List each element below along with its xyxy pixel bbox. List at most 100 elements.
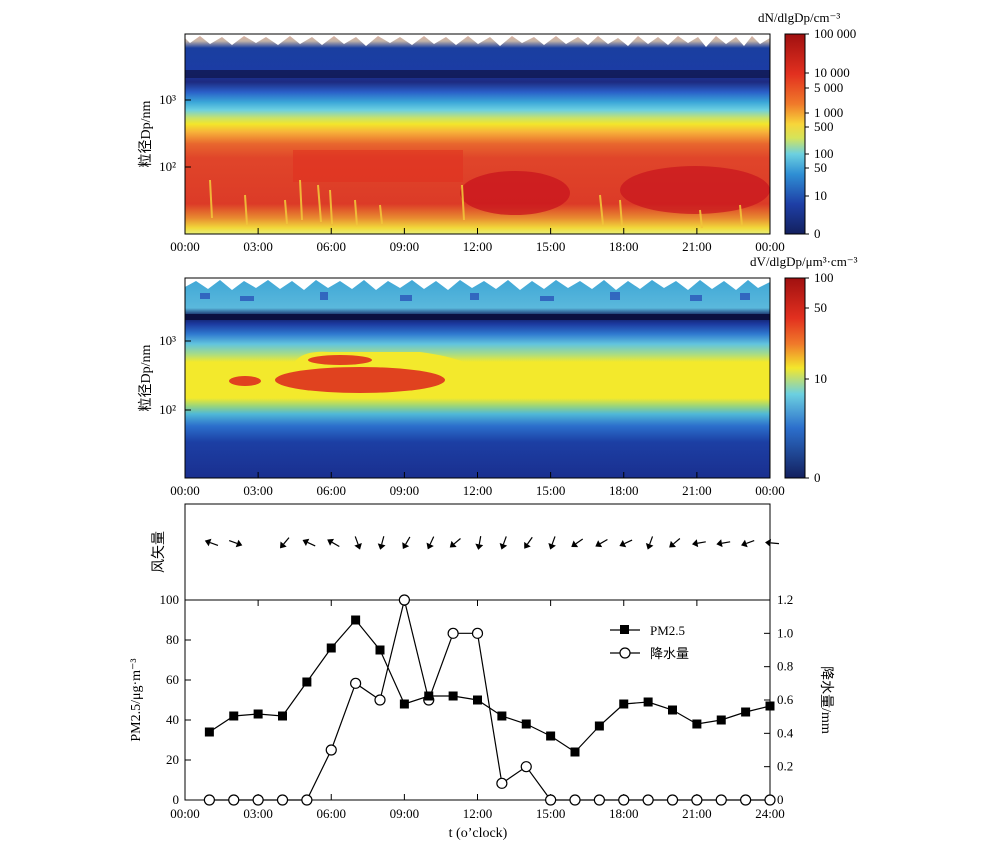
pm25-point bbox=[546, 731, 556, 741]
wind-arrow-shaft bbox=[599, 538, 608, 545]
wind-arrow-head bbox=[595, 540, 603, 548]
number-heatmap-core-3 bbox=[293, 150, 463, 182]
x-tick-label: 18:00 bbox=[609, 483, 639, 498]
wind-arrow-shaft bbox=[721, 541, 731, 544]
wind-arrow-head bbox=[449, 540, 457, 548]
wind-arrow-head bbox=[302, 538, 310, 547]
left-axis-title: PM2.5/μg·m⁻³ bbox=[129, 658, 144, 741]
rain-point bbox=[545, 794, 557, 806]
pm25-point bbox=[399, 699, 409, 709]
pm25-point bbox=[302, 677, 312, 687]
wind-arrow-shaft bbox=[649, 536, 654, 545]
wind-arrow-head bbox=[426, 542, 434, 550]
right-axis-title: 降水量/mm bbox=[818, 666, 834, 734]
pm25-point bbox=[253, 709, 263, 719]
colorbar-tick-label: 100 bbox=[814, 146, 834, 161]
y-right-tick-label: 0 bbox=[777, 792, 784, 807]
wind-arrow-head bbox=[235, 539, 243, 548]
number-heatmap-yticks bbox=[185, 99, 191, 168]
x-tick-label: 09:00 bbox=[390, 239, 420, 254]
rain-point bbox=[569, 794, 581, 806]
pm25-point bbox=[619, 699, 629, 709]
line-panel: 00:00 03:00 06:00 09:00 12:00 15:00 18:00 21:00… bbox=[129, 592, 834, 841]
rain-point bbox=[593, 794, 605, 806]
pm25-point bbox=[204, 727, 214, 737]
wind-arrow-head bbox=[765, 538, 771, 547]
pm25-point bbox=[594, 721, 604, 731]
wind-arrow-shaft bbox=[770, 542, 780, 545]
rain-point bbox=[447, 627, 459, 639]
y-left-tick-label: 20 bbox=[166, 752, 179, 767]
y-right-tick-label: 0.6 bbox=[777, 692, 794, 707]
wind-arrow-shaft bbox=[746, 540, 755, 545]
rain-point bbox=[666, 794, 679, 806]
x-tick-label: 06:00 bbox=[316, 806, 346, 821]
pm25-point bbox=[570, 747, 580, 757]
wind-arrow-shaft bbox=[307, 541, 316, 547]
x-tick-label: 09:00 bbox=[390, 483, 420, 498]
colorbar-tick-label: 50 bbox=[814, 300, 827, 315]
x-tick-label: 21:00 bbox=[682, 806, 712, 821]
y-left-tick-label: 60 bbox=[166, 672, 179, 687]
volume-colorbar-title: dV/dlgDp/μm³·cm⁻³ bbox=[750, 254, 858, 269]
number-heatmap-streaks bbox=[209, 179, 743, 229]
pm25-point bbox=[692, 719, 702, 729]
series-rain bbox=[203, 594, 776, 806]
rain-point bbox=[374, 694, 386, 706]
y-left-tick-label: 40 bbox=[166, 712, 179, 727]
wind-arrow-shaft bbox=[429, 536, 435, 545]
rain-point bbox=[350, 677, 362, 689]
wind-arrow-shaft bbox=[453, 538, 461, 545]
wind-frame bbox=[184, 503, 771, 601]
wind-arrow-shaft bbox=[502, 536, 507, 545]
wind-arrow-head bbox=[548, 542, 556, 550]
rain-point bbox=[691, 794, 703, 806]
colorbar-tick-label: 0 bbox=[814, 226, 821, 241]
x-tick-label: 15:00 bbox=[536, 483, 566, 498]
y-left-tick-label: 0 bbox=[173, 792, 180, 807]
y-right-tick-label: 0.2 bbox=[777, 759, 793, 774]
volume-heatmap-dark-band bbox=[185, 314, 770, 320]
volume-heatmap-panel: 10² 10³ 粒径Dp/nm 00:00 03:00 06:00 09:00 12:0… bbox=[138, 254, 858, 498]
number-heatmap-ytick-label: 10² bbox=[159, 159, 176, 174]
pm25-point bbox=[424, 691, 434, 701]
rain-point bbox=[325, 744, 337, 756]
volume-colorbar bbox=[784, 277, 806, 479]
wind-arrow-shaft bbox=[331, 541, 340, 548]
colorbar-tick-label: 1 000 bbox=[814, 105, 843, 120]
x-tick-label: 21:00 bbox=[682, 483, 712, 498]
pm25-point bbox=[497, 711, 507, 721]
wind-arrow-shaft bbox=[478, 536, 482, 545]
x-tick-label: 03:00 bbox=[243, 483, 273, 498]
legend-rain-label: 降水量 bbox=[650, 646, 689, 661]
wind-arrow-head bbox=[645, 542, 654, 550]
wind-arrow-head bbox=[571, 540, 579, 548]
pm25-point bbox=[643, 697, 653, 707]
rain-point bbox=[496, 777, 508, 789]
wind-arrow-shaft bbox=[354, 536, 359, 545]
pm25-point bbox=[741, 707, 751, 717]
number-colorbar-title: dN/dlgDp/cm⁻³ bbox=[758, 10, 840, 25]
legend-pm-marker bbox=[620, 625, 629, 634]
x-tick-label: 15:00 bbox=[536, 239, 566, 254]
wind-arrow-shaft bbox=[228, 540, 238, 545]
colorbar-tick-label: 10 bbox=[814, 371, 827, 386]
wind-arrow-head bbox=[204, 538, 212, 547]
x-tick-label: 06:00 bbox=[316, 239, 346, 254]
wind-arrow-head bbox=[402, 542, 410, 550]
wind-arrow-shaft bbox=[209, 541, 219, 546]
number-heatmap-dark-band bbox=[185, 70, 770, 78]
wind-arrow-shaft bbox=[575, 538, 584, 545]
pm25-point bbox=[448, 691, 458, 701]
number-heatmap-panel: 10² 10³ 粒径Dp/nm 00:00 03:00 06:00 09:00 12:0… bbox=[138, 10, 856, 254]
wind-arrow-head bbox=[691, 539, 699, 548]
pm25-point bbox=[765, 701, 775, 711]
rain-point bbox=[764, 794, 776, 806]
pm25-point bbox=[229, 711, 239, 721]
x-tick-label: 00:00 bbox=[755, 239, 785, 254]
x-tick-label: 24:00 bbox=[755, 806, 785, 821]
colorbar-tick-label: 10 000 bbox=[814, 65, 850, 80]
volume-heatmap-yticks bbox=[185, 340, 191, 411]
x-tick-label: 03:00 bbox=[243, 806, 273, 821]
